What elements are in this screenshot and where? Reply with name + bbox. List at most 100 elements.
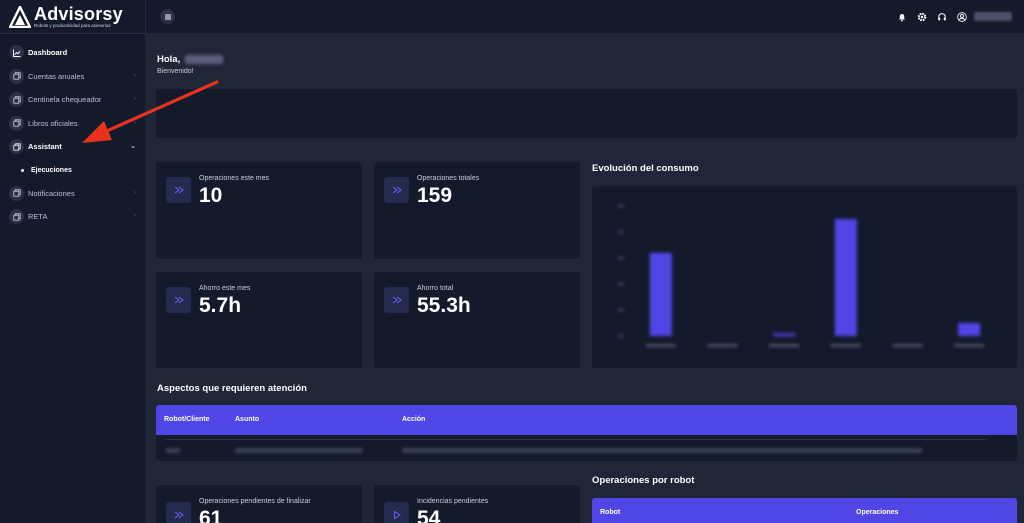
greeting: Hola, xyxy=(157,54,224,65)
stack-icon xyxy=(9,115,24,131)
sidebar-item-label: Notificaciones xyxy=(28,188,75,198)
y-tick-mark xyxy=(618,257,624,259)
table-row[interactable] xyxy=(156,438,1017,458)
fast-forward-icon xyxy=(166,502,191,523)
sidebar-subitem-ejecuciones[interactable]: Ejecuciones xyxy=(0,159,145,182)
sidebar-item-label: Centinela chequeador xyxy=(28,95,102,105)
consumo-chart xyxy=(592,186,1017,368)
stat-label: Operaciones totales xyxy=(417,175,480,182)
logo-mark-icon xyxy=(9,6,31,28)
sidebar-item-label: RETA xyxy=(28,212,48,222)
stat-card-pendientes: Operaciones pendientes de finalizar 61 xyxy=(156,485,362,523)
fast-forward-icon xyxy=(166,177,191,203)
brand-name: Advisorsy xyxy=(34,4,123,24)
redacted-cell xyxy=(402,448,922,453)
sidebar-item-notificaciones[interactable]: Notificaciones › xyxy=(0,182,145,206)
row-divider xyxy=(165,439,987,440)
x-tick-label xyxy=(707,344,738,347)
stat-value: 159 xyxy=(417,184,453,207)
chevron-down-icon: ⌄ xyxy=(130,143,136,150)
logo[interactable]: Advisorsy Robots y productividad para as… xyxy=(9,4,123,30)
chart-icon xyxy=(9,45,24,61)
column-header[interactable]: Robot xyxy=(600,509,621,516)
stat-label: Operaciones pendientes de finalizar xyxy=(199,498,311,505)
x-tick-label xyxy=(830,344,861,347)
sidebar-item-reta[interactable]: RETA › xyxy=(0,205,145,229)
gear-icon[interactable] xyxy=(916,11,927,22)
user-icon[interactable] xyxy=(956,11,967,22)
stat-label: Incidencias pendientes xyxy=(417,498,489,505)
sidebar-item-assistant[interactable]: Assistant ⌄ xyxy=(0,135,145,159)
stack-icon xyxy=(9,68,24,84)
sidebar-item-centinela-chequeador[interactable]: Centinela chequeador › xyxy=(0,88,145,112)
stat-value: 5.7h xyxy=(199,294,242,317)
topbar-actions xyxy=(887,0,1024,33)
chart-bar[interactable] xyxy=(773,333,796,336)
stat-value: 61 xyxy=(199,507,223,523)
play-icon xyxy=(384,502,409,523)
stat-card-ahorro-total: Ahorro total 55.3h xyxy=(374,272,580,368)
bullet-icon xyxy=(21,168,24,172)
stack-icon xyxy=(9,185,24,201)
column-header[interactable]: Operaciones xyxy=(856,509,899,516)
sidebar-item-libros-oficiales[interactable]: Libros oficiales › xyxy=(0,112,145,136)
hamburger-icon xyxy=(164,14,171,19)
chart-bar[interactable] xyxy=(834,219,857,336)
stat-card-ahorro-mes: Ahorro este mes 5.7h xyxy=(156,272,362,368)
redacted-cell xyxy=(166,448,180,453)
column-header[interactable]: Acción xyxy=(402,416,426,423)
y-tick-mark xyxy=(618,283,624,285)
stat-card-incidencias: Incidencias pendientes 54 xyxy=(374,485,580,523)
stack-icon xyxy=(9,139,24,155)
stat-label: Ahorro este mes xyxy=(199,285,251,292)
stat-card-operaciones-totales: Operaciones totales 159 xyxy=(374,162,580,259)
menu-toggle-button[interactable] xyxy=(160,9,175,24)
sidebar-subitem-label: Ejecuciones xyxy=(31,166,72,174)
aspectos-table-header: Robot/Cliente Asunto Acción xyxy=(156,405,1017,435)
stat-value: 10 xyxy=(199,184,223,207)
chevron-right-icon: › xyxy=(134,119,136,126)
greeting-name-redacted xyxy=(185,55,224,64)
chevron-right-icon: › xyxy=(134,72,136,79)
robot-title: Operaciones por robot xyxy=(592,475,695,486)
banner-panel xyxy=(156,89,1017,138)
main-content: Hola, Bienvenido! Operaciones este mes 1… xyxy=(145,33,1024,523)
user-name-redacted[interactable] xyxy=(974,12,1012,21)
column-header[interactable]: Robot/Cliente xyxy=(164,416,210,423)
consumo-chart-svg xyxy=(618,205,985,347)
chart-bar[interactable] xyxy=(958,323,981,336)
headset-icon[interactable] xyxy=(936,11,947,22)
stat-label: Operaciones este mes xyxy=(199,175,270,182)
redacted-cell xyxy=(235,448,363,453)
aspectos-table: Robot/Cliente Asunto Acción xyxy=(156,405,1017,461)
y-tick-mark xyxy=(618,231,624,233)
sidebar-item-cuentas-anuales[interactable]: Cuentas anuales › xyxy=(0,65,145,89)
greeting-text: Hola, xyxy=(157,54,181,65)
sidebar-item-label: Cuentas anuales xyxy=(28,71,85,81)
y-tick-mark xyxy=(618,205,624,207)
column-header[interactable]: Asunto xyxy=(235,416,260,423)
aspectos-title: Aspectos que requieren atención xyxy=(157,383,307,394)
chevron-right-icon: › xyxy=(134,96,136,102)
x-tick-label xyxy=(769,344,800,347)
bell-icon[interactable] xyxy=(896,11,907,22)
sidebar-item-label: Dashboard xyxy=(28,48,68,58)
topbar xyxy=(145,0,1024,33)
sidebar-item-label: Libros oficiales xyxy=(28,118,78,128)
stat-value: 54 xyxy=(417,507,441,523)
chart-bar[interactable] xyxy=(649,252,672,336)
sidebar-item-dashboard[interactable]: Dashboard xyxy=(0,41,145,65)
consumo-title: Evolución del consumo xyxy=(592,163,699,174)
fast-forward-icon xyxy=(384,287,409,313)
y-tick-mark xyxy=(618,309,624,311)
fast-forward-icon xyxy=(166,287,191,313)
x-tick-label xyxy=(892,344,923,347)
stat-value: 55.3h xyxy=(417,294,471,317)
chevron-right-icon: › xyxy=(134,189,136,196)
sidebar-item-label: Assistant xyxy=(28,142,62,152)
x-tick-label xyxy=(954,344,985,347)
welcome-text: Bienvenido! xyxy=(157,68,194,75)
y-tick-mark xyxy=(618,335,624,337)
fast-forward-icon xyxy=(384,177,409,203)
brand-tagline: Robots y productividad para asesorías xyxy=(34,23,111,28)
